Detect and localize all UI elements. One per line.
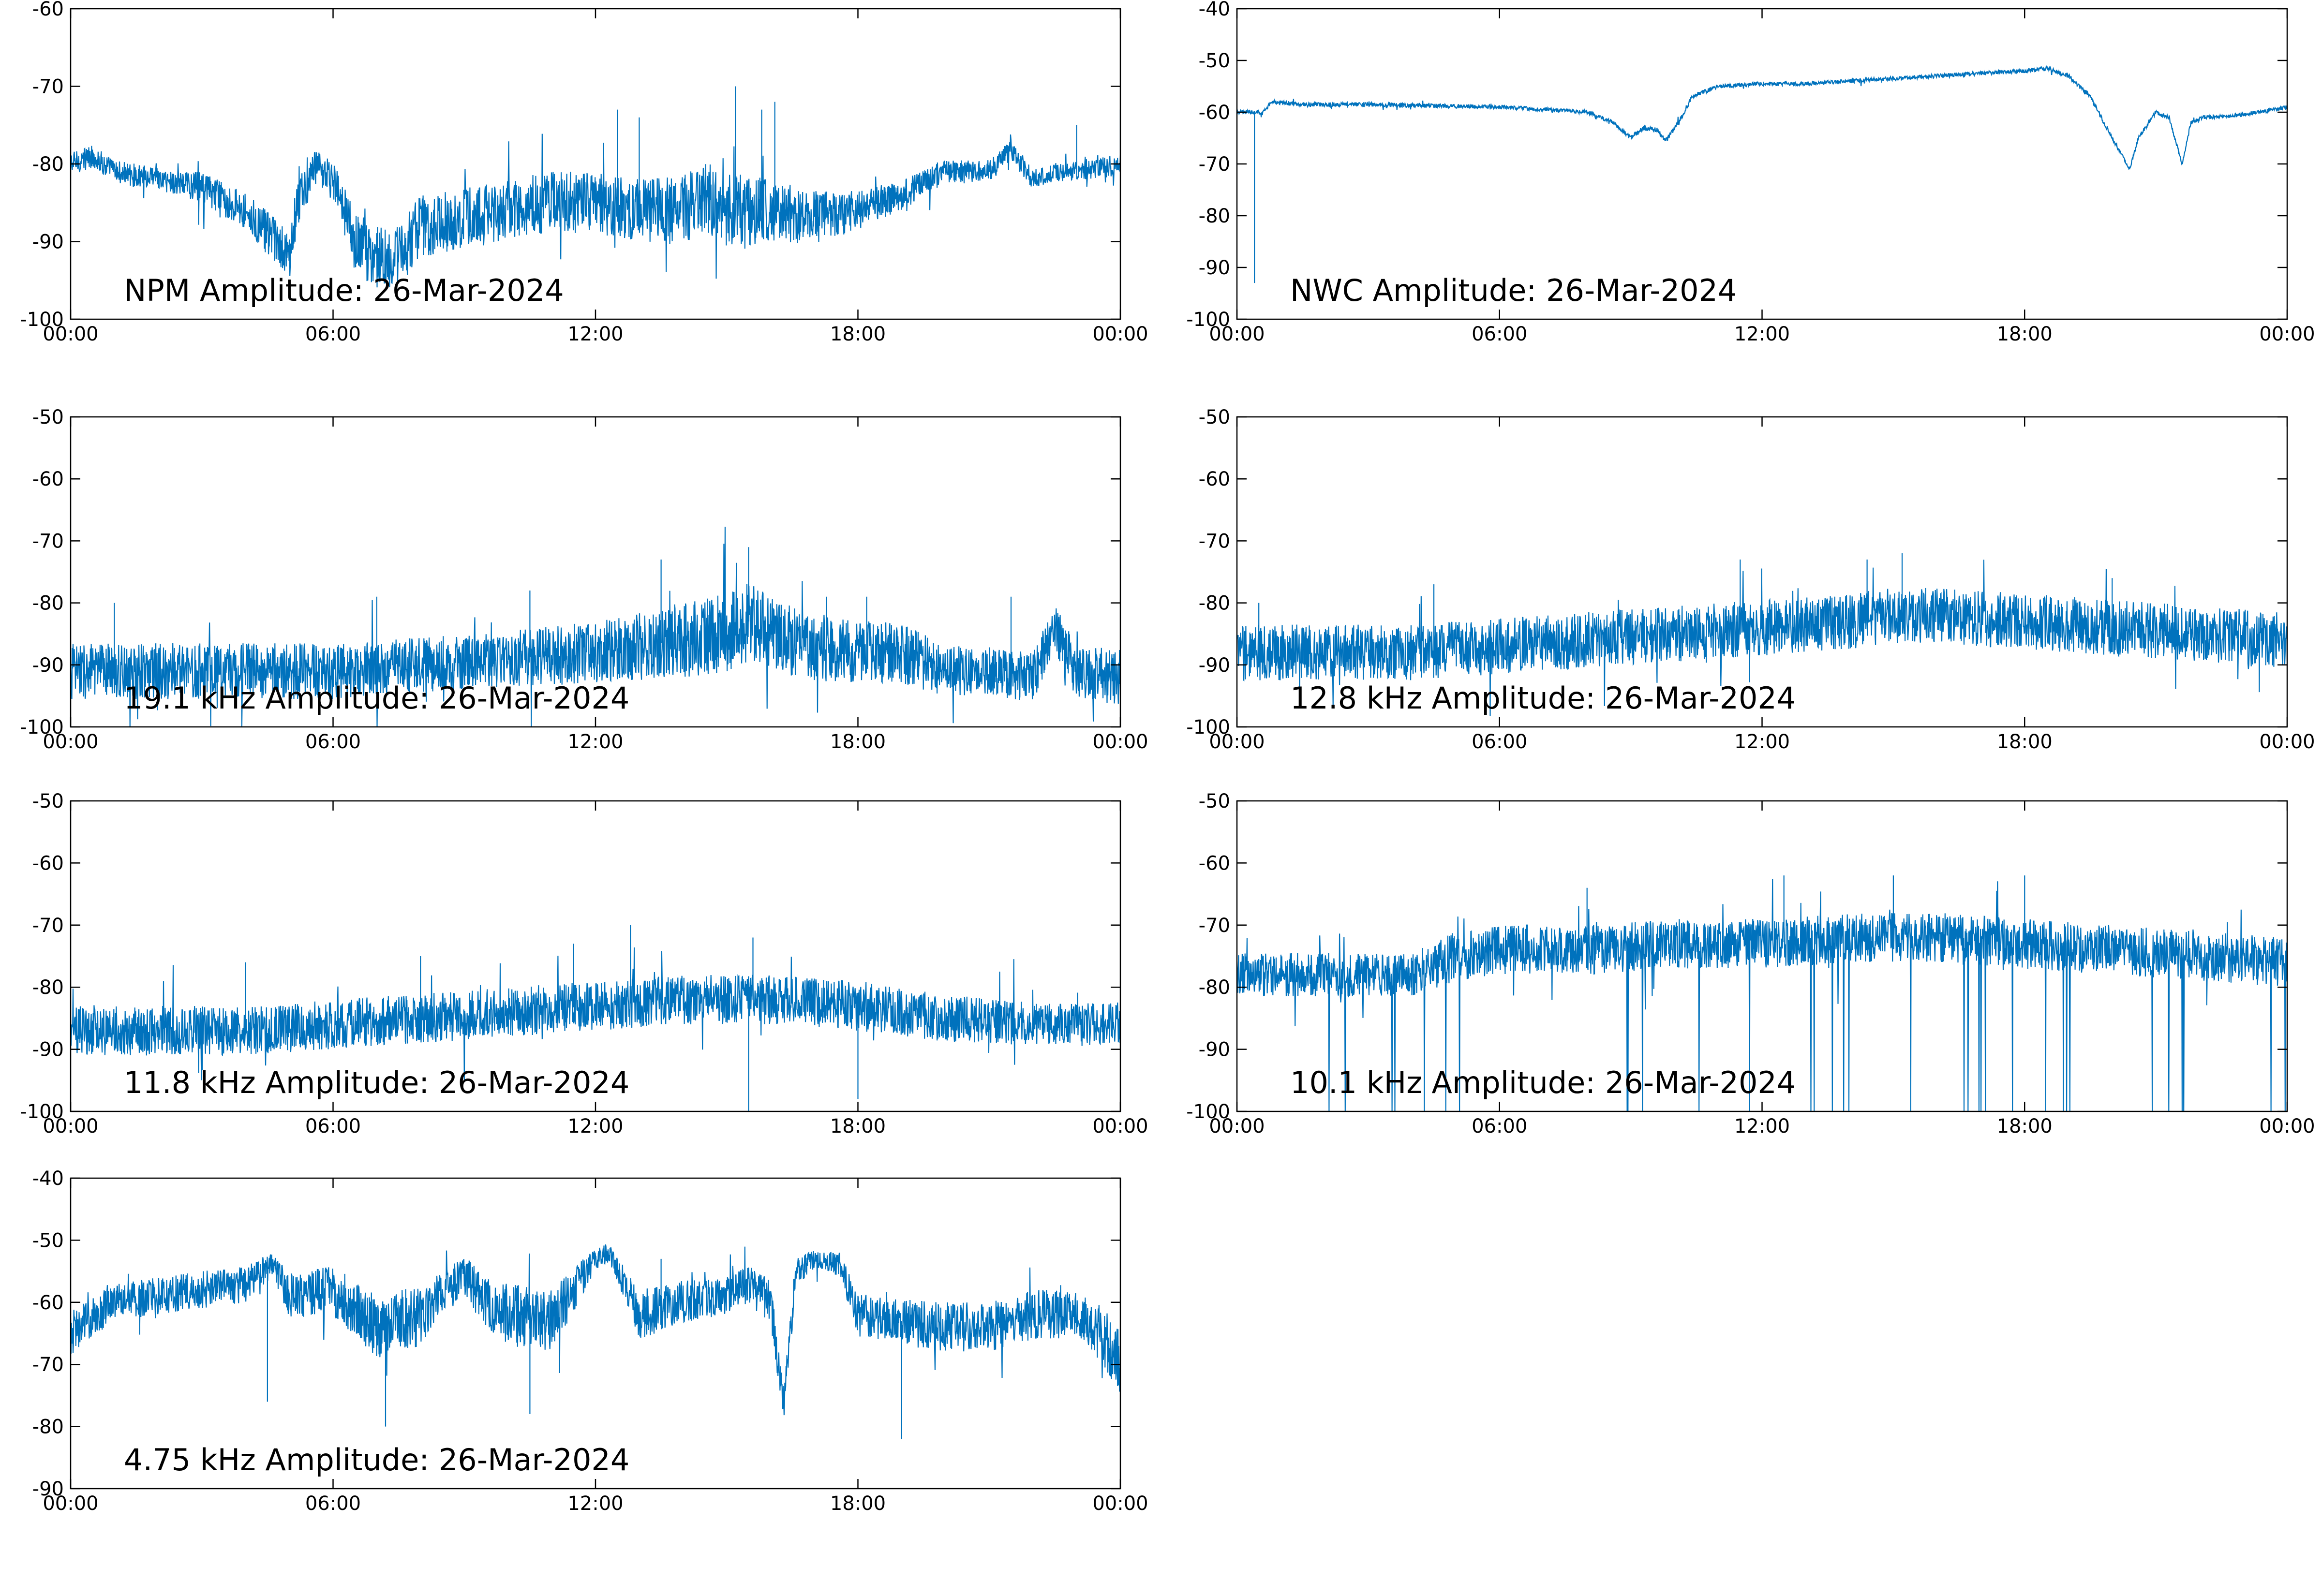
panel-6: 00:00 06:00 12:00 18:00 00:00 -50 -60 -70 -80 -90… [1186, 790, 2315, 1138]
x-tick-label: 00:00 [1092, 1115, 1148, 1138]
panel-4: 00:00 06:00 12:00 18:00 00:00 -50 -60 -70 -80 -90… [1186, 406, 2315, 753]
x-tick-label: 06:00 [1472, 731, 1527, 753]
panel-5: 00:00 06:00 12:00 18:00 00:00 -50 -60 -70 -80 -90… [20, 790, 1148, 1138]
x-tick-label: 12:00 [1734, 1115, 1790, 1138]
y-tick-label: -80 [1199, 592, 1230, 615]
series-line-7 [71, 1244, 1120, 1439]
x-tick-label: 12:00 [567, 323, 623, 345]
y-tick-label: -70 [32, 915, 64, 937]
y-tick-label: -60 [1199, 102, 1230, 124]
x-tick-label: 06:00 [1472, 1115, 1527, 1138]
panel-title: 10.1 kHz Amplitude: 26-Mar-2024 [1290, 1065, 1796, 1100]
panel-title: NWC Amplitude: 26-Mar-2024 [1290, 273, 1737, 308]
series-line-1 [71, 86, 1120, 288]
series-line-5 [71, 925, 1120, 1111]
x-tick-label: 18:00 [830, 731, 886, 753]
x-tick-label: 00:00 [2259, 1115, 2315, 1138]
y-tick-label: -60 [1199, 852, 1230, 874]
x-tick-label: 06:00 [305, 1493, 361, 1515]
y-tick-label: -90 [1199, 654, 1230, 677]
y-tick-label: -80 [32, 1416, 64, 1438]
y-tick-label: -90 [32, 654, 64, 677]
x-tick-label: 18:00 [830, 1115, 886, 1138]
y-tick-label: -60 [32, 852, 64, 874]
y-tick-label: -50 [1199, 790, 1230, 813]
y-tick-label: -80 [32, 153, 64, 176]
y-tick-label: -50 [1199, 50, 1230, 72]
x-tick-label: 12:00 [567, 731, 623, 753]
x-tick-label: 00:00 [43, 323, 98, 345]
y-tick-label: -70 [32, 530, 64, 552]
y-tick-label: -40 [1199, 0, 1230, 20]
y-tick-label: -80 [1199, 205, 1230, 227]
x-tick-label: 18:00 [830, 323, 886, 345]
panel-title: 19.1 kHz Amplitude: 26-Mar-2024 [124, 680, 629, 716]
y-tick-label: -60 [1199, 468, 1230, 490]
x-tick-label: 00:00 [2259, 731, 2315, 753]
x-tick-label: 00:00 [1209, 1115, 1265, 1138]
x-tick-label: 00:00 [43, 1493, 98, 1515]
x-tick-label: 00:00 [1092, 731, 1148, 753]
x-tick-label: 06:00 [305, 323, 361, 345]
y-tick-label: -90 [1199, 1039, 1230, 1061]
y-tick-label: -90 [32, 231, 64, 253]
panel-title: 4.75 kHz Amplitude: 26-Mar-2024 [124, 1442, 629, 1478]
x-tick-label: 06:00 [305, 731, 361, 753]
panel-7: 00:00 06:00 12:00 18:00 00:00 -40 -50 -60 -70 -80… [32, 1167, 1148, 1515]
x-tick-label: 00:00 [1209, 323, 1265, 345]
y-tick-label: -50 [1199, 406, 1230, 429]
series-line-6 [1237, 875, 2287, 1111]
panel-title: 12.8 kHz Amplitude: 26-Mar-2024 [1290, 680, 1796, 716]
y-tick-label: -70 [32, 1354, 64, 1376]
y-tick-label: -100 [20, 716, 64, 739]
y-tick-label: -100 [1186, 1101, 1230, 1123]
y-tick-label: -50 [32, 406, 64, 429]
y-tick-label: -70 [1199, 530, 1230, 552]
x-tick-label: 18:00 [1997, 323, 2053, 345]
x-tick-label: 12:00 [1734, 731, 1790, 753]
x-tick-label: 00:00 [1092, 323, 1148, 345]
x-tick-label: 00:00 [43, 1115, 98, 1138]
y-tick-label: -50 [32, 790, 64, 813]
x-tick-label: 18:00 [830, 1493, 886, 1515]
x-tick-label: 18:00 [1997, 1115, 2053, 1138]
panel-title: NPM Amplitude: 26-Mar-2024 [124, 273, 564, 308]
x-tick-label: 00:00 [1209, 731, 1265, 753]
x-tick-label: 00:00 [43, 731, 98, 753]
x-tick-label: 12:00 [567, 1115, 623, 1138]
y-tick-label: -90 [1199, 257, 1230, 279]
y-tick-label: -80 [32, 592, 64, 615]
y-tick-label: -60 [32, 1292, 64, 1314]
panel-2: 00:00 06:00 12:00 18:00 00:00 -40 -50 -60 -70 -80… [1186, 0, 2315, 345]
panel-3: 00:00 06:00 12:00 18:00 00:00 -50 -60 -70 -80 -90… [20, 406, 1148, 753]
y-tick-label: -80 [32, 976, 64, 999]
y-tick-label: -100 [20, 1101, 64, 1123]
y-tick-label: -70 [1199, 153, 1230, 176]
y-tick-label: -90 [32, 1039, 64, 1061]
y-tick-label: -80 [1199, 976, 1230, 999]
x-tick-label: 00:00 [2259, 323, 2315, 345]
y-tick-label: -100 [1186, 716, 1230, 739]
x-tick-label: 18:00 [1997, 731, 2053, 753]
series-line-2 [1237, 65, 2287, 283]
y-tick-label: -60 [32, 0, 64, 20]
panel-1: 00:00 06:00 12:00 18:00 00:00 -60 -70 -80 -90 -10… [20, 0, 1148, 345]
y-tick-label: -90 [32, 1478, 64, 1500]
panel-title: 11.8 kHz Amplitude: 26-Mar-2024 [124, 1065, 629, 1100]
x-tick-label: 06:00 [1472, 323, 1527, 345]
y-tick-label: -100 [20, 309, 64, 331]
y-tick-label: -100 [1186, 309, 1230, 331]
series-line-3 [71, 527, 1120, 727]
y-tick-label: -60 [32, 468, 64, 490]
y-tick-label: -70 [32, 76, 64, 98]
series-line-4 [1237, 553, 2287, 716]
x-tick-label: 06:00 [305, 1115, 361, 1138]
y-tick-label: -40 [32, 1167, 64, 1190]
y-tick-label: -70 [1199, 915, 1230, 937]
x-tick-label: 12:00 [1734, 323, 1790, 345]
x-tick-label: 12:00 [567, 1493, 623, 1515]
x-tick-label: 00:00 [1092, 1493, 1148, 1515]
y-tick-label: -50 [32, 1229, 64, 1252]
